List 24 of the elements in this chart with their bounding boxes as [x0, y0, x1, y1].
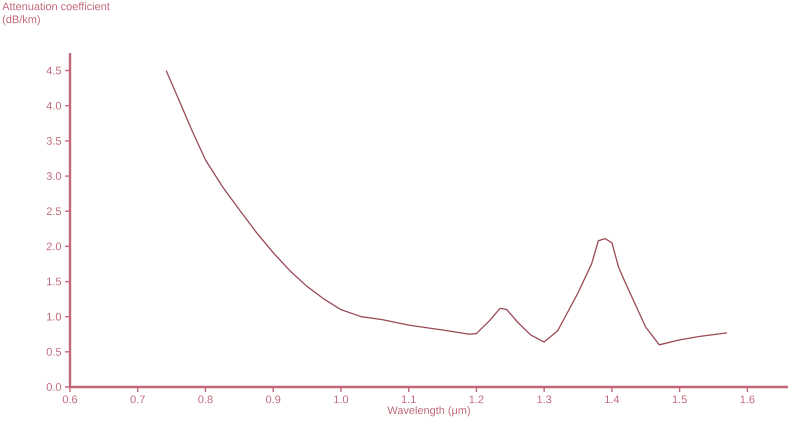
y-tick-label: 2.0 [46, 242, 62, 250]
y-tick-label: 3.0 [46, 172, 62, 180]
y-tick-label: 0.0 [46, 383, 62, 391]
x-tick-label: 0.7 [130, 396, 145, 404]
y-tick-label: 4.0 [46, 102, 62, 110]
y-tick-label: 2.5 [46, 207, 62, 216]
x-tick-label: 1.5 [672, 396, 687, 404]
x-tick-label: 1.2 [470, 396, 484, 404]
x-tick-label: 0.9 [266, 396, 280, 404]
x-tick-label: 1.6 [740, 396, 754, 404]
y-tick-label: 1.5 [47, 278, 62, 286]
x-tick-label: 1.4 [605, 396, 620, 404]
x-tick-label: 0.6 [62, 396, 78, 404]
line-series [166, 70, 728, 346]
x-tick-label: 0.8 [198, 396, 213, 404]
y-tick-label: 3.5 [46, 137, 62, 145]
y-tick-label: 1.0 [47, 312, 62, 321]
y-axis-title: Attenuation coefficient (dB/km) [2, 2, 110, 26]
x-axis-title: Wavelength (μm) [387, 406, 470, 416]
y-tick-label: 4.5 [46, 66, 62, 74]
x-tick-label: 1.0 [334, 396, 348, 404]
x-tick-label: 1.1 [402, 396, 416, 404]
y-tick-label: 0.5 [46, 348, 62, 356]
x-tick-label: 1.3 [537, 396, 552, 404]
